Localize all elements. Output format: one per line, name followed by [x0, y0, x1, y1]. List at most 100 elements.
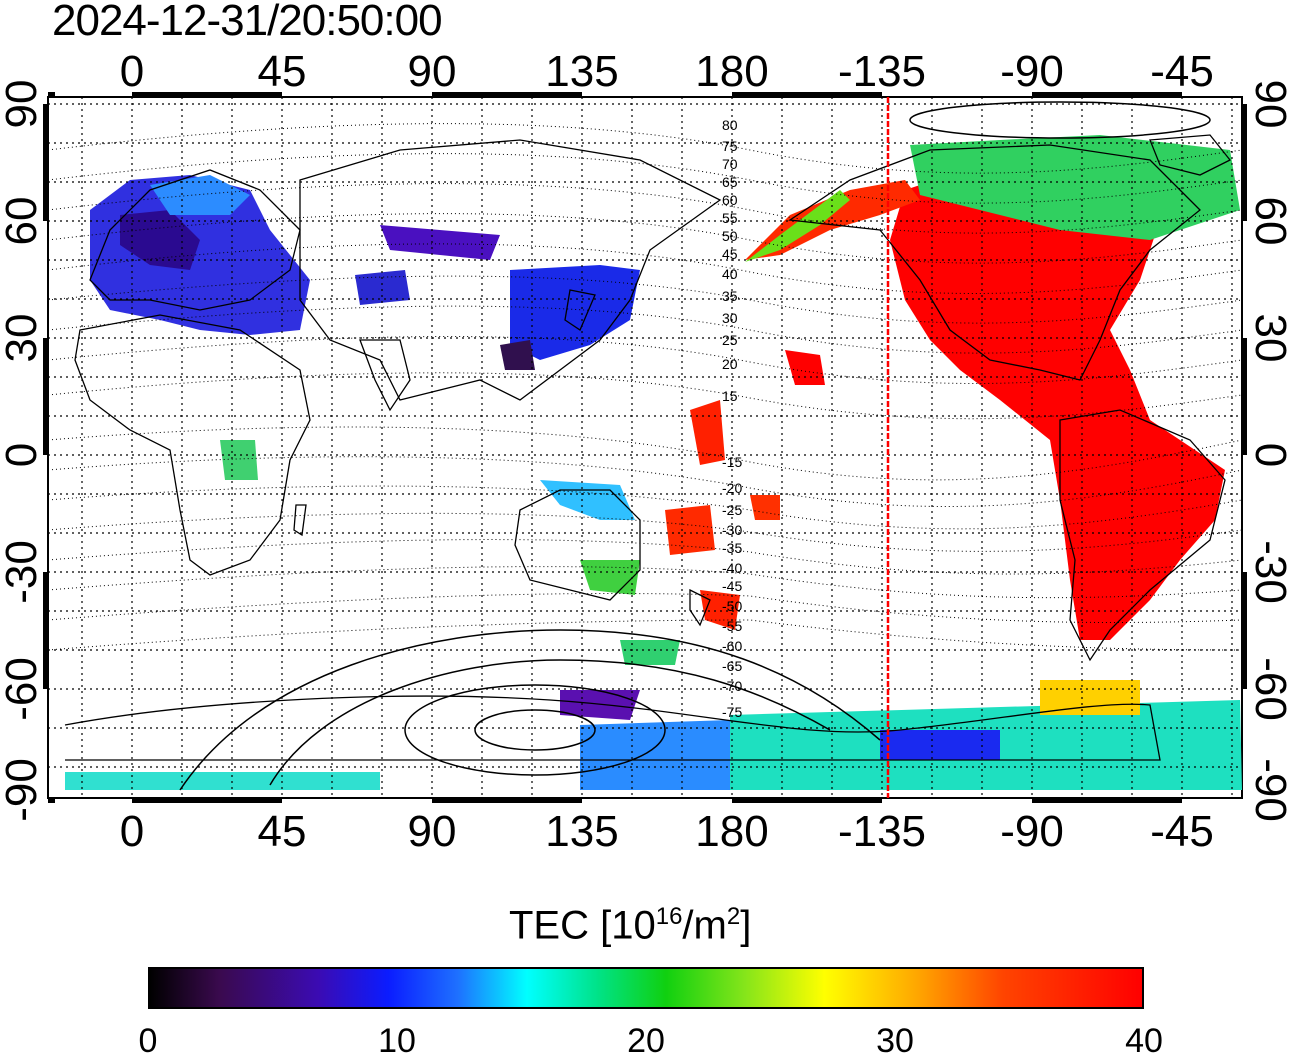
colorbar-tick-label: 20 — [627, 1022, 665, 1060]
colorbar-title-unit: /m — [682, 903, 727, 948]
mag-lat-labels: 80 75 70 65 60 55 50 45 40 35 30 25 20 1… — [722, 117, 742, 720]
mag-lat-label: -40 — [722, 560, 742, 576]
tec-region-africa — [220, 440, 258, 480]
coast-antarctica — [64, 695, 1161, 761]
colorbar-tick-label: 30 — [876, 1022, 914, 1060]
tec-region-pacific-1 — [690, 400, 725, 465]
tec-region-antarctica-1 — [580, 720, 730, 790]
right-lat-labels: 90 60 30 0 -30 -60 -90 — [1246, 80, 1294, 822]
top-lon-label: 45 — [258, 47, 307, 96]
colorbar-title-end: ] — [740, 903, 752, 948]
mag-lat-label: -55 — [722, 618, 742, 634]
mag-lat-label: 80 — [722, 117, 738, 133]
mag-lat-label: 55 — [722, 210, 738, 226]
bottom-lon-label: 45 — [258, 807, 307, 856]
top-lon-label: 90 — [408, 47, 457, 96]
mag-lat-label: -35 — [722, 540, 742, 556]
top-lon-label: 135 — [545, 47, 618, 96]
left-lat-label: 0 — [0, 443, 46, 467]
graticule — [48, 97, 1242, 798]
tec-world-map: 0 45 90 135 180 -135 -90 -45 0 45 90 135… — [0, 47, 1294, 856]
axis-tick-bars — [43, 92, 1247, 803]
top-lon-label: 180 — [695, 47, 768, 96]
tec-region-south-sea — [560, 690, 640, 720]
colorbar-title-unit-exponent: 2 — [726, 903, 741, 930]
mag-lat-label: 45 — [722, 246, 738, 262]
left-lat-label: -60 — [0, 657, 46, 721]
left-lat-label: 30 — [0, 314, 46, 363]
tec-region-japan — [510, 265, 640, 360]
top-lon-label: -45 — [1150, 47, 1214, 96]
mag-lat-label: 40 — [722, 266, 738, 282]
right-lat-label: 30 — [1246, 314, 1294, 363]
mag-lat-label: -45 — [722, 578, 742, 594]
tec-region-pacific-3 — [750, 495, 780, 520]
tec-region-antarctica-3 — [880, 730, 1000, 760]
mag-lat-label: -20 — [722, 480, 742, 496]
mag-lat-label: 25 — [722, 332, 738, 348]
mag-lat-label: -25 — [722, 502, 742, 518]
bottom-lon-label: -90 — [1000, 807, 1064, 856]
tec-region-asia-1 — [355, 270, 410, 305]
bottom-lon-label: 180 — [695, 807, 768, 856]
mag-lat-label: 65 — [722, 174, 738, 190]
tec-region-antarctica-4 — [1040, 680, 1140, 715]
mag-lat-label: 70 — [722, 156, 738, 172]
right-lat-label: 90 — [1246, 80, 1294, 129]
tec-region-americas — [890, 165, 1225, 640]
coast-north-america — [788, 144, 1201, 381]
tec-region-europe-dark — [120, 210, 200, 270]
tec-region-hawaii — [785, 350, 825, 385]
top-lon-label: -135 — [838, 47, 926, 96]
coast-japan — [564, 289, 596, 331]
top-lon-label: 0 — [120, 47, 144, 96]
coast-greenland — [1149, 134, 1232, 176]
tec-region-pacific-2 — [665, 505, 715, 555]
mag-lat-label: -75 — [722, 704, 742, 720]
mag-lat-label: -15 — [722, 454, 742, 470]
coast-asia — [299, 139, 722, 401]
mag-lat-label: 20 — [722, 356, 738, 372]
bottom-lon-label: 135 — [545, 807, 618, 856]
right-lat-label: 60 — [1246, 197, 1294, 246]
left-lat-label: 60 — [0, 197, 46, 246]
mag-lat-label: 15 — [722, 388, 738, 404]
coast-australia — [514, 489, 641, 601]
coast-africa — [74, 314, 311, 576]
mag-lat-label: -60 — [722, 638, 742, 654]
mag-lat-label: -65 — [722, 658, 742, 674]
mag-lat-label: 60 — [722, 192, 738, 208]
bottom-lon-label: 0 — [120, 807, 144, 856]
coast-europe — [89, 169, 301, 311]
coast-madagascar — [293, 504, 307, 537]
left-lat-label: -30 — [0, 540, 46, 604]
tec-region-australia-s — [580, 560, 640, 595]
tec-region-south-strip — [65, 772, 380, 790]
right-lat-label: -90 — [1246, 758, 1294, 822]
tec-region-asia-2 — [380, 225, 500, 260]
mag-lat-label: -50 — [722, 598, 742, 614]
left-lat-label: -90 — [0, 758, 46, 822]
mag-lat-label: -30 — [722, 522, 742, 538]
bottom-lon-labels: 0 45 90 135 180 -135 -90 -45 — [120, 807, 1214, 856]
mag-lat-label: 30 — [722, 310, 738, 326]
tec-region-south-pacific — [620, 640, 680, 665]
bottom-lon-label: -45 — [1150, 807, 1214, 856]
colorbar-title: TEC [1016/m2] — [509, 903, 751, 948]
top-lon-labels: 0 45 90 135 180 -135 -90 -45 — [120, 47, 1214, 96]
colorbar-tick-label: 0 — [138, 1022, 158, 1060]
tec-region-china-dark — [500, 340, 535, 370]
mag-lat-label: 75 — [722, 138, 738, 154]
magnetic-latitude-contours — [48, 123, 1242, 651]
right-lat-label: -30 — [1246, 540, 1294, 604]
timestamp-title: 2024-12-31/20:50:00 — [52, 0, 443, 45]
magnetic-pole-contours — [179, 101, 1211, 791]
mag-lat-label: 35 — [722, 288, 738, 304]
mag-lat-label: -70 — [722, 678, 742, 694]
tec-region-alaska-green — [745, 190, 850, 262]
mag-lat-label: 50 — [722, 228, 738, 244]
colorbar-tick-label: 40 — [1125, 1022, 1163, 1060]
left-lat-labels: 90 60 30 0 -30 -60 -90 — [0, 80, 46, 822]
right-lat-label: 0 — [1246, 443, 1294, 467]
top-lon-label: -90 — [1000, 47, 1064, 96]
